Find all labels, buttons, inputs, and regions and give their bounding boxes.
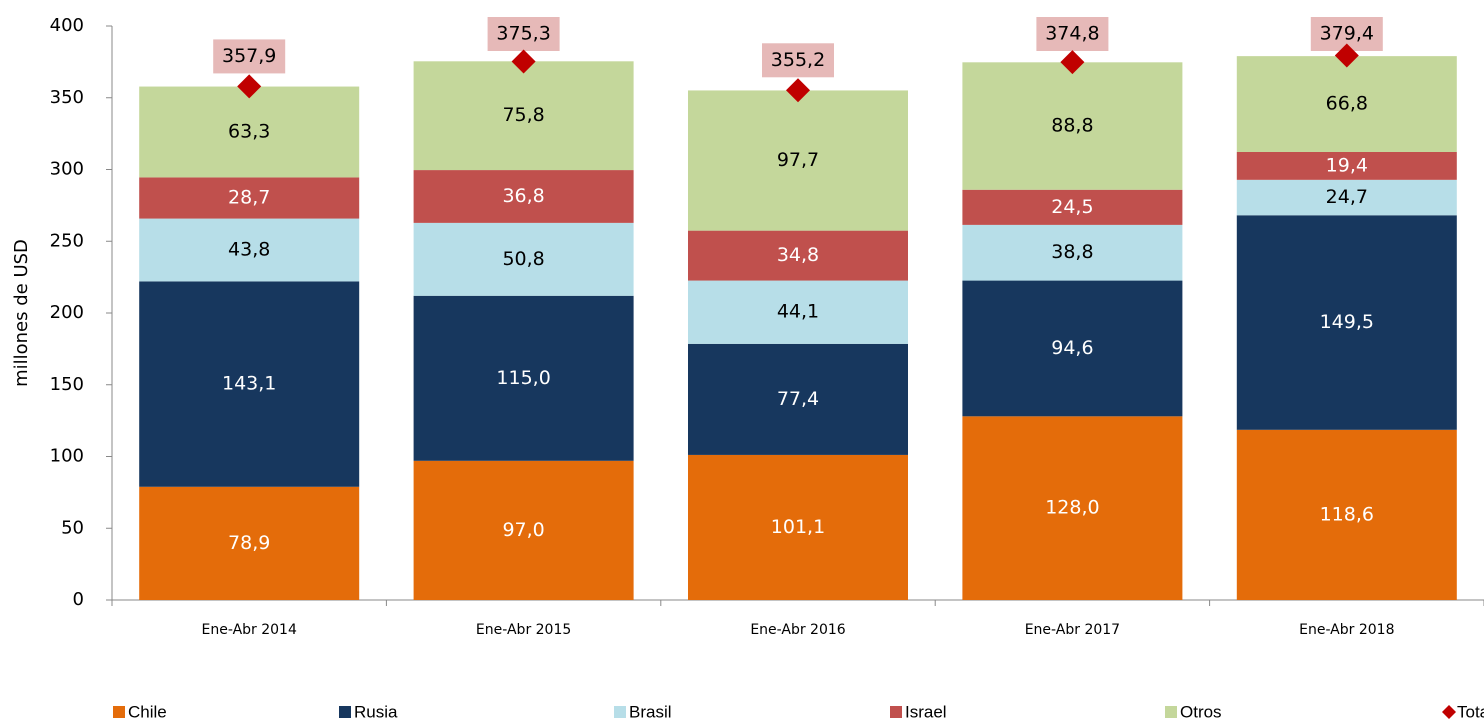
legend-marker [614, 706, 626, 718]
data-label: 97,7 [777, 149, 819, 171]
data-label: 78,9 [228, 532, 270, 554]
total-label: 375,3 [496, 23, 550, 45]
bar-segment [139, 486, 360, 600]
bar-segment [413, 61, 634, 171]
bar-segment [962, 224, 1183, 281]
total-marker [237, 74, 262, 99]
total-label-box [762, 43, 834, 78]
data-label: 115,0 [496, 367, 550, 389]
total-marker [786, 78, 810, 103]
data-label: 128,0 [1045, 497, 1099, 519]
total-marker [1060, 50, 1085, 75]
data-label: 149,5 [1320, 311, 1374, 333]
data-label: 24,7 [1326, 186, 1368, 208]
data-label: 34,8 [777, 244, 819, 266]
data-label: 50,8 [502, 248, 544, 270]
bar-segment [1236, 179, 1457, 216]
y-tick-label: 250 [50, 230, 84, 251]
x-tick-label: Ene-Abr 2017 [1025, 622, 1120, 638]
data-label: 77,4 [777, 388, 819, 410]
data-label: 43,8 [228, 239, 270, 261]
legend-marker [339, 706, 351, 718]
total-marker [1334, 43, 1359, 68]
data-label: 97,0 [502, 519, 544, 541]
bar-segment [139, 281, 360, 487]
bar-segment [688, 230, 908, 281]
y-tick-label: 100 [50, 446, 84, 467]
total-label-box [213, 39, 286, 74]
bar-segment [688, 454, 908, 600]
legend-label: Otros [1180, 702, 1222, 721]
bar-segment [688, 280, 908, 344]
data-label: 24,5 [1051, 196, 1093, 218]
data-label: 38,8 [1051, 241, 1093, 263]
bar-segment [962, 280, 1183, 417]
total-label-box [487, 17, 560, 51]
data-label: 75,8 [502, 104, 544, 126]
data-label: 19,4 [1326, 154, 1368, 176]
y-tick-label: 200 [50, 302, 84, 323]
x-tick-label: Ene-Abr 2018 [1299, 622, 1394, 638]
data-label: 28,7 [228, 186, 270, 208]
data-label: 44,1 [777, 301, 819, 323]
legend-label: Brasil [629, 702, 672, 721]
legend-marker [1165, 706, 1177, 718]
bar-segment [139, 218, 360, 282]
legend-label: Total [1457, 702, 1484, 721]
x-tick-label: Ene-Abr 2014 [202, 622, 297, 638]
data-label: 88,8 [1051, 115, 1093, 137]
legend-marker [1442, 705, 1456, 719]
x-tick-label: Ene-Abr 2016 [750, 622, 845, 638]
data-label: 66,8 [1326, 93, 1368, 115]
bar-segment [413, 295, 634, 461]
total-label: 374,8 [1045, 23, 1099, 45]
legend-label: Israel [905, 702, 947, 721]
bar-segment [688, 343, 908, 455]
bar-segment [1236, 215, 1457, 430]
total-label: 379,4 [1320, 23, 1374, 45]
y-tick-label: 50 [61, 517, 84, 538]
legend-label: Rusia [354, 702, 398, 721]
bar-segment [413, 460, 634, 600]
total-label-box [1036, 17, 1109, 51]
y-tick-label: 300 [50, 159, 84, 180]
y-tick-label: 0 [73, 589, 84, 610]
legend-label: Chile [128, 702, 167, 721]
total-label: 357,9 [222, 45, 276, 67]
bar-segment [1236, 151, 1457, 180]
bar-segment [413, 170, 634, 223]
y-tick-label: 400 [50, 15, 84, 36]
data-label: 101,1 [771, 516, 825, 538]
data-label: 36,8 [502, 185, 544, 207]
bar-segment [688, 90, 908, 231]
bar-segment [1236, 56, 1457, 152]
bar-segment [962, 416, 1183, 600]
legend-marker [113, 706, 125, 718]
bar-segment [139, 177, 360, 219]
total-label: 355,2 [771, 49, 825, 71]
bar-segment [962, 189, 1183, 225]
legend-marker [890, 706, 902, 718]
bar-segment [413, 222, 634, 296]
y-axis-label: millones de USD [11, 239, 32, 387]
bar-segment [1236, 429, 1457, 600]
total-marker [511, 49, 536, 74]
data-label: 94,6 [1051, 337, 1093, 359]
y-tick-label: 350 [50, 87, 84, 108]
data-label: 143,1 [222, 373, 276, 395]
data-label: 118,6 [1320, 503, 1374, 525]
y-tick-label: 150 [50, 374, 84, 395]
bar-segment [962, 62, 1183, 190]
x-tick-label: Ene-Abr 2015 [476, 622, 571, 638]
bar-segment [139, 86, 360, 178]
data-label: 63,3 [228, 120, 270, 142]
